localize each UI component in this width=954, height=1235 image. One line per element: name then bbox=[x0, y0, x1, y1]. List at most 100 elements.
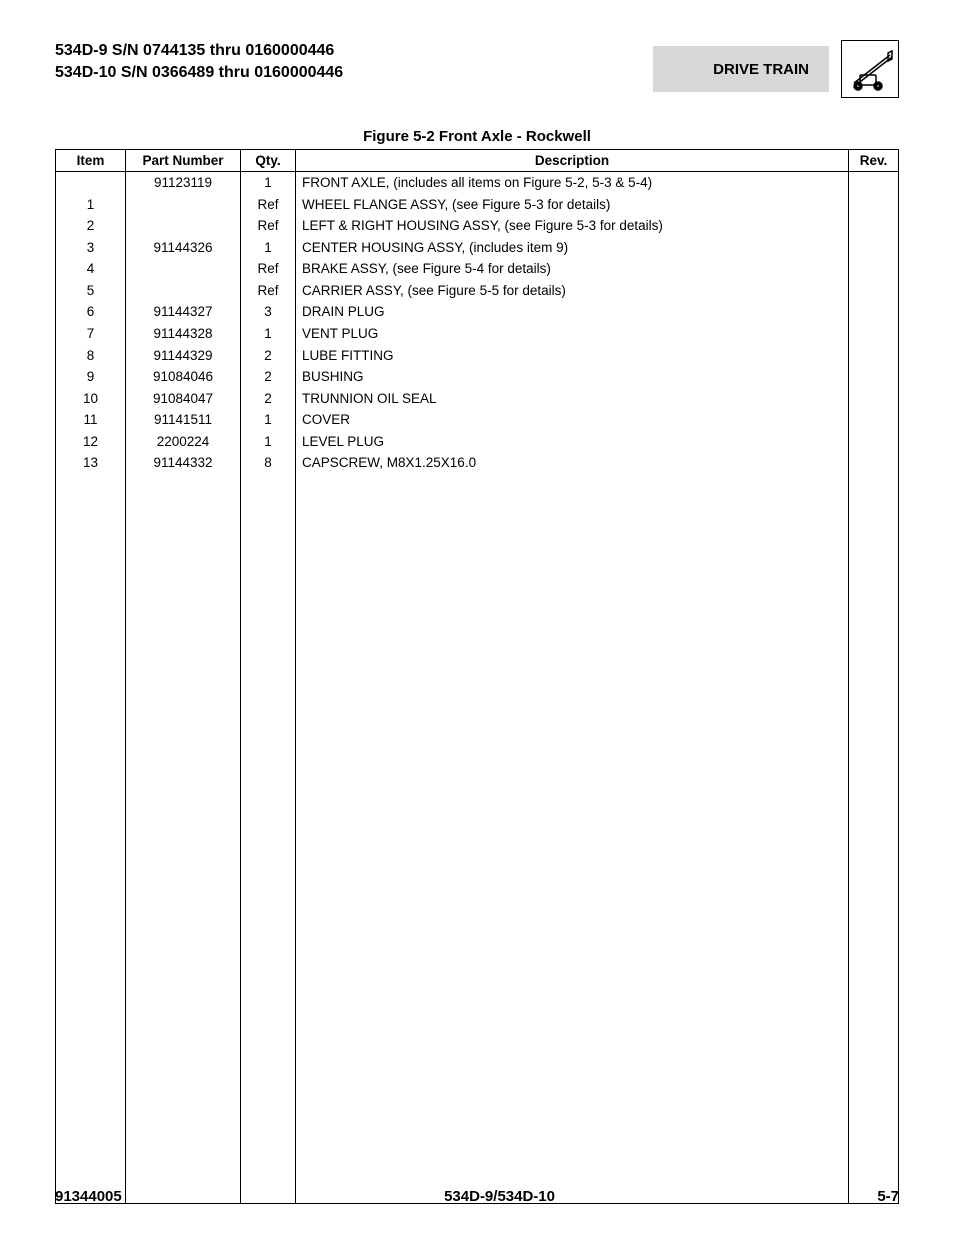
table-row: 1222002241LEVEL PLUG bbox=[56, 431, 899, 453]
cell-rev bbox=[849, 431, 899, 453]
cell-desc: LUBE FITTING bbox=[296, 345, 849, 367]
footer-doc-number: 91344005 bbox=[55, 1188, 122, 1205]
table-row: 2 RefLEFT & RIGHT HOUSING ASSY, (see Figu… bbox=[56, 215, 899, 237]
cell-desc: LEFT & RIGHT HOUSING ASSY, (see Figure 5… bbox=[296, 215, 849, 237]
cell-qty: 2 bbox=[241, 388, 296, 410]
cell-part: 91123119 bbox=[126, 172, 241, 194]
cell-item: 5 bbox=[56, 280, 126, 302]
cell-part: 2200224 bbox=[126, 431, 241, 453]
model-line-2: 534D-10 S/N 0366489 thru 0160000446 bbox=[55, 62, 343, 84]
section-label: DRIVE TRAIN bbox=[653, 46, 829, 92]
cell-rev bbox=[849, 345, 899, 367]
cell-qty: 2 bbox=[241, 345, 296, 367]
cell-qty: 8 bbox=[241, 452, 296, 474]
cell-part: 91144327 bbox=[126, 301, 241, 323]
cell-item: 10 bbox=[56, 388, 126, 410]
cell-rev bbox=[849, 301, 899, 323]
cell-item: 1 bbox=[56, 194, 126, 216]
cell-desc: DRAIN PLUG bbox=[296, 301, 849, 323]
cell-part: 91141511 bbox=[126, 409, 241, 431]
cell-rev bbox=[849, 215, 899, 237]
cell-part: 91144332 bbox=[126, 452, 241, 474]
header-item: Item bbox=[56, 150, 126, 172]
cell-qty: 1 bbox=[241, 323, 296, 345]
cell-item: 11 bbox=[56, 409, 126, 431]
cell-qty: 1 bbox=[241, 431, 296, 453]
cell-item: 12 bbox=[56, 431, 126, 453]
footer-model: 534D-9/534D-10 bbox=[444, 1188, 555, 1205]
cell-qty: 1 bbox=[241, 172, 296, 194]
cell-part: 91084047 bbox=[126, 388, 241, 410]
cell-rev bbox=[849, 172, 899, 194]
page-footer: 91344005 534D-9/534D-10 5-7 bbox=[55, 1188, 899, 1205]
table-row: 6911443273DRAIN PLUG bbox=[56, 301, 899, 323]
cell-part bbox=[126, 258, 241, 280]
cell-item bbox=[56, 172, 126, 194]
cell-qty: 1 bbox=[241, 237, 296, 259]
table-row: 10910840472TRUNNION OIL SEAL bbox=[56, 388, 899, 410]
cell-qty: 1 bbox=[241, 409, 296, 431]
cell-desc: TRUNNION OIL SEAL bbox=[296, 388, 849, 410]
table-row: 911231191FRONT AXLE, (includes all items… bbox=[56, 172, 899, 194]
table-row: 3911443261CENTER HOUSING ASSY, (includes… bbox=[56, 237, 899, 259]
header-part: Part Number bbox=[126, 150, 241, 172]
cell-desc: VENT PLUG bbox=[296, 323, 849, 345]
cell-qty: Ref bbox=[241, 258, 296, 280]
cell-rev bbox=[849, 366, 899, 388]
cell-rev bbox=[849, 237, 899, 259]
cell-qty: 2 bbox=[241, 366, 296, 388]
cell-rev bbox=[849, 194, 899, 216]
cell-qty: Ref bbox=[241, 215, 296, 237]
cell-qty: 3 bbox=[241, 301, 296, 323]
cell-desc: BRAKE ASSY, (see Figure 5-4 for details) bbox=[296, 258, 849, 280]
cell-part bbox=[126, 194, 241, 216]
telehandler-icon bbox=[841, 40, 899, 98]
table-header-row: Item Part Number Qty. Description Rev. bbox=[56, 150, 899, 172]
cell-item: 6 bbox=[56, 301, 126, 323]
table-row: 1 RefWHEEL FLANGE ASSY, (see Figure 5-3 f… bbox=[56, 194, 899, 216]
header-model-info: 534D-9 S/N 0744135 thru 0160000446 534D-… bbox=[55, 40, 343, 85]
cell-desc: COVER bbox=[296, 409, 849, 431]
cell-item: 9 bbox=[56, 366, 126, 388]
cell-desc: WHEEL FLANGE ASSY, (see Figure 5-3 for d… bbox=[296, 194, 849, 216]
cell-desc: BUSHING bbox=[296, 366, 849, 388]
table-row: 8911443292LUBE FITTING bbox=[56, 345, 899, 367]
cell-rev bbox=[849, 409, 899, 431]
model-line-1: 534D-9 S/N 0744135 thru 0160000446 bbox=[55, 40, 343, 62]
cell-item: 4 bbox=[56, 258, 126, 280]
cell-desc: FRONT AXLE, (includes all items on Figur… bbox=[296, 172, 849, 194]
cell-qty: Ref bbox=[241, 280, 296, 302]
figure-title: Figure 5-2 Front Axle - Rockwell bbox=[55, 128, 899, 145]
cell-part: 91144328 bbox=[126, 323, 241, 345]
cell-rev bbox=[849, 452, 899, 474]
cell-desc: LEVEL PLUG bbox=[296, 431, 849, 453]
header-desc: Description bbox=[296, 150, 849, 172]
table-row: 7911443281VENT PLUG bbox=[56, 323, 899, 345]
table-row: 4 RefBRAKE ASSY, (see Figure 5-4 for deta… bbox=[56, 258, 899, 280]
cell-rev bbox=[849, 258, 899, 280]
page-header: 534D-9 S/N 0744135 thru 0160000446 534D-… bbox=[55, 40, 899, 98]
cell-part: 91084046 bbox=[126, 366, 241, 388]
cell-desc: CAPSCREW, M8X1.25X16.0 bbox=[296, 452, 849, 474]
cell-part: 91144329 bbox=[126, 345, 241, 367]
cell-rev bbox=[849, 388, 899, 410]
header-rev: Rev. bbox=[849, 150, 899, 172]
cell-rev bbox=[849, 323, 899, 345]
header-section: DRIVE TRAIN bbox=[653, 40, 899, 98]
cell-item: 8 bbox=[56, 345, 126, 367]
cell-desc: CARRIER ASSY, (see Figure 5-5 for detail… bbox=[296, 280, 849, 302]
cell-rev bbox=[849, 280, 899, 302]
table-row: 11911415111COVER bbox=[56, 409, 899, 431]
cell-item: 3 bbox=[56, 237, 126, 259]
cell-part bbox=[126, 280, 241, 302]
cell-qty: Ref bbox=[241, 194, 296, 216]
cell-desc: CENTER HOUSING ASSY, (includes item 9) bbox=[296, 237, 849, 259]
cell-item: 13 bbox=[56, 452, 126, 474]
parts-table: Item Part Number Qty. Description Rev. 9… bbox=[55, 149, 899, 1204]
table-row: 5 RefCARRIER ASSY, (see Figure 5-5 for de… bbox=[56, 280, 899, 302]
cell-item: 2 bbox=[56, 215, 126, 237]
cell-item: 7 bbox=[56, 323, 126, 345]
header-qty: Qty. bbox=[241, 150, 296, 172]
table-row: 9910840462BUSHING bbox=[56, 366, 899, 388]
cell-part: 91144326 bbox=[126, 237, 241, 259]
